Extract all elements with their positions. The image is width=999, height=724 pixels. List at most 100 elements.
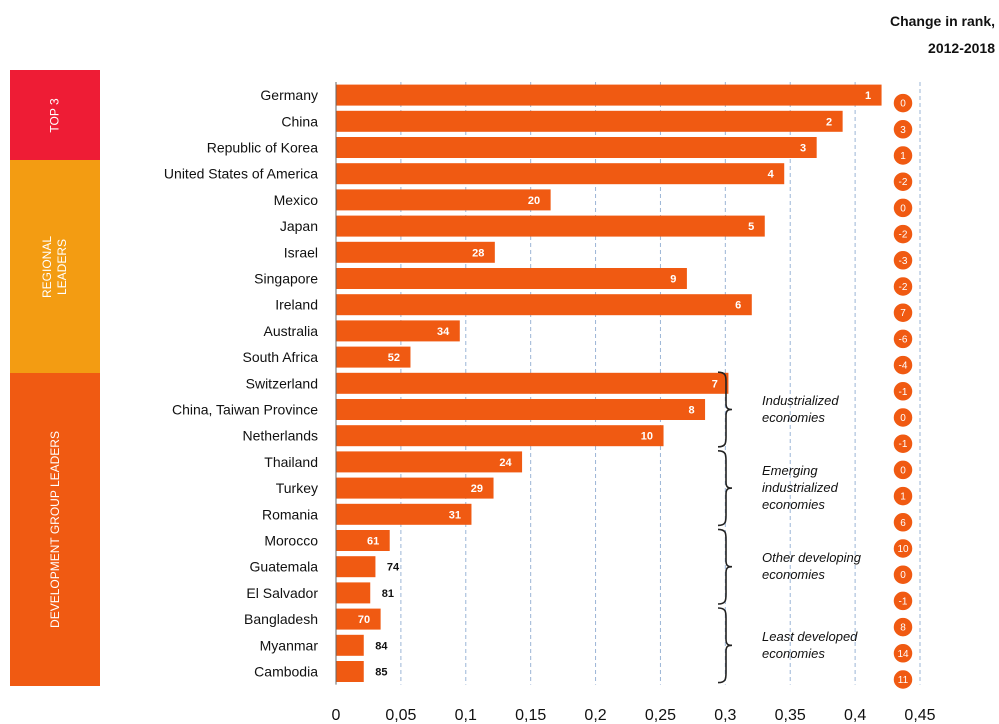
bar [336, 137, 817, 158]
change-in-rank-title: Change in rank, 2012-2018 [890, 8, 995, 62]
category-label: Thailand [264, 454, 318, 470]
bar [336, 503, 472, 525]
bar [336, 320, 460, 342]
rank-label: 29 [471, 483, 483, 495]
category-label: Morocco [264, 533, 318, 549]
bar [336, 346, 411, 368]
bar [336, 294, 752, 316]
x-tick-label: 0,4 [844, 707, 866, 724]
bar [336, 661, 364, 682]
group-label: Other developing [762, 550, 862, 565]
x-tick-label: 0,35 [775, 707, 806, 724]
bar [336, 189, 551, 211]
category-label: Turkey [276, 480, 318, 496]
group-label: economies [762, 497, 825, 512]
group-brace [717, 528, 733, 605]
rank-change-value: 10 [897, 544, 909, 555]
rank-label: 4 [768, 169, 775, 181]
bar [336, 268, 687, 289]
rank-change-value: 0 [900, 465, 906, 476]
group-label: economies [762, 567, 825, 582]
x-tick-label: 0,05 [385, 707, 416, 724]
bar [336, 399, 706, 420]
rank-label: 9 [670, 274, 676, 286]
rank-label: 85 [375, 667, 387, 679]
rank-label: 84 [375, 640, 388, 652]
category-label: Myanmar [260, 637, 319, 653]
rank-change-badge [892, 616, 914, 638]
group-brace [717, 450, 733, 527]
x-tick-label: 0,15 [515, 707, 546, 724]
rank-label: 81 [382, 588, 394, 600]
bar [336, 634, 364, 656]
rank-change-badge [892, 197, 914, 219]
x-tick-label: 0,3 [714, 707, 736, 724]
rank-change-badge [892, 118, 914, 141]
rank-change-value: -2 [899, 282, 908, 293]
rank-change-value: -1 [899, 387, 908, 398]
rank-change-value: 7 [900, 308, 906, 319]
rank-change-badge [892, 354, 914, 376]
bar [336, 451, 523, 473]
rank-change-badge [892, 170, 914, 193]
rank-change-value: 11 [898, 675, 909, 686]
rank-change-value: 0 [900, 99, 906, 110]
group-brace [717, 371, 733, 448]
bar [336, 163, 785, 185]
group-label: industrialized [762, 480, 839, 495]
category-label: China [281, 113, 318, 129]
rank-change-badge [892, 249, 914, 272]
rank-change-badge [892, 328, 914, 350]
category-label: Ireland [275, 297, 318, 313]
rank-label: 7 [712, 378, 718, 390]
rank-label: 52 [388, 352, 400, 364]
group-label: economies [762, 646, 825, 661]
x-tick-label: 0,45 [904, 707, 935, 724]
rank-change-value: -4 [899, 361, 908, 372]
category-label: China, Taiwan Province [172, 402, 318, 418]
rank-change-value: -3 [899, 256, 908, 267]
rank-change-badge [892, 380, 914, 403]
rank-change-value: 1 [900, 492, 906, 503]
x-tick-label: 0,25 [645, 707, 676, 724]
rank-change-badge [892, 537, 914, 560]
x-tick-label: 0,2 [584, 707, 606, 724]
group-label: Emerging [762, 463, 818, 478]
bar [336, 477, 494, 499]
bar [336, 582, 371, 604]
category-label: Switzerland [246, 375, 318, 391]
rank-change-badge [892, 92, 914, 114]
bar [336, 215, 765, 237]
band-development-leaders: DEVELOPMENT GROUP LEADERS [10, 373, 100, 686]
category-label: Bangladesh [244, 611, 318, 627]
category-label: Guatemala [250, 559, 319, 575]
rank-change-value: -2 [899, 230, 908, 241]
rank-change-value: 0 [900, 413, 906, 424]
rank-label: 74 [387, 562, 400, 574]
group-label: economies [762, 410, 825, 425]
category-label: Israel [284, 244, 318, 260]
rank-label: 10 [641, 431, 653, 443]
rank-change-badge [892, 563, 914, 586]
category-label: Romania [262, 506, 318, 522]
rank-change-badge [892, 301, 914, 324]
rank-change-value: 6 [900, 518, 906, 529]
rank-label: 8 [688, 405, 694, 417]
rank-label: 28 [472, 247, 484, 259]
rank-change-value: -6 [899, 334, 908, 345]
category-label: South Africa [243, 349, 319, 365]
bar [336, 425, 664, 447]
group-brace [717, 607, 733, 684]
rank-change-badge [892, 590, 914, 612]
category-label: Cambodia [254, 664, 318, 680]
rank-label: 34 [437, 326, 450, 338]
bar [336, 556, 376, 578]
rank-change-badge [892, 485, 914, 507]
rank-change-value: 14 [897, 649, 909, 660]
rank-change-value: 1 [900, 151, 906, 162]
bar [336, 84, 882, 106]
category-label: Netherlands [243, 428, 319, 444]
bar [336, 241, 495, 263]
category-label: United States of America [164, 166, 318, 182]
